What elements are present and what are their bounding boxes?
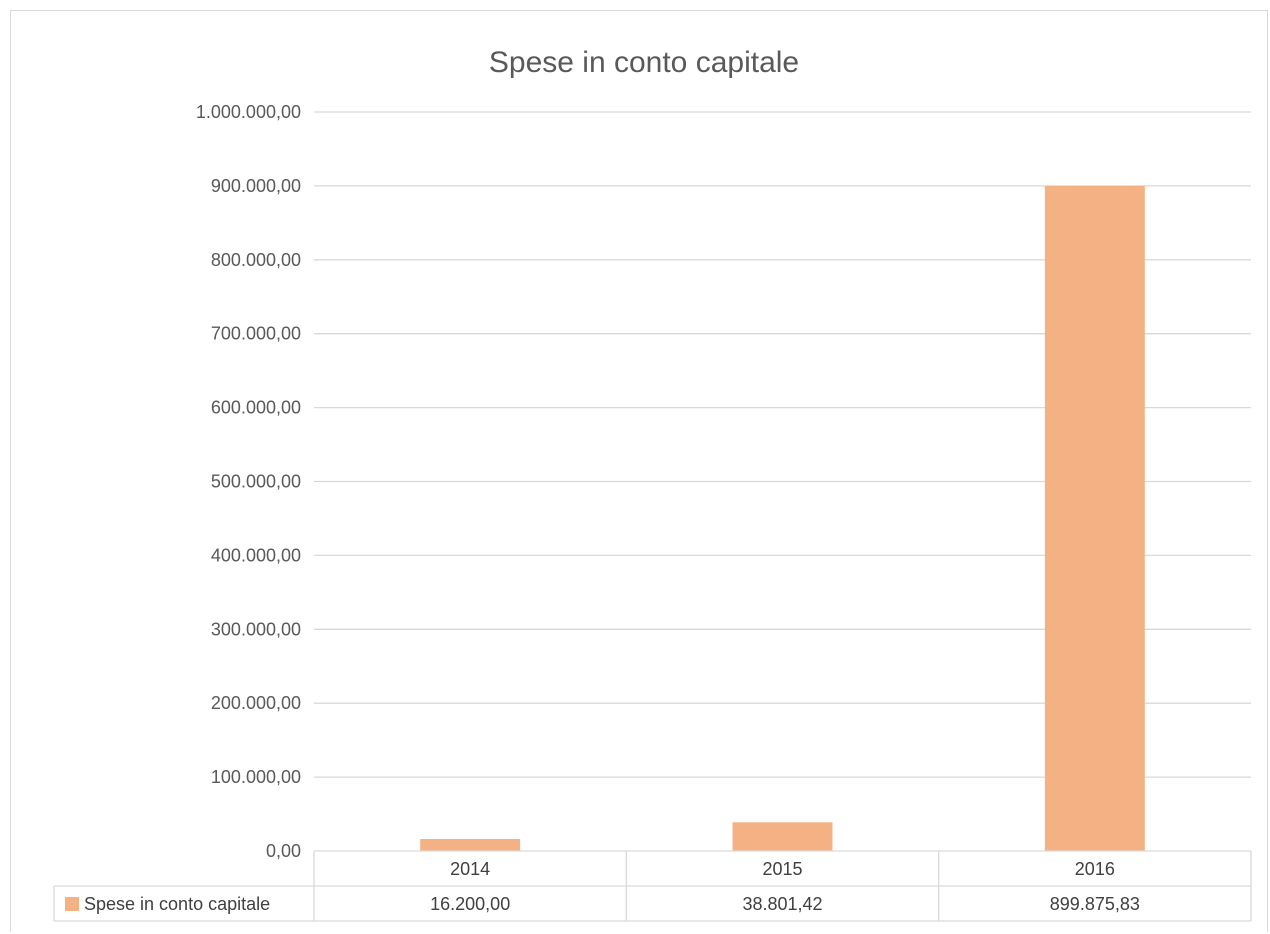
table-value-cell: 38.801,42 [742, 894, 822, 914]
bar-2016 [1044, 185, 1145, 851]
chart-title: Spese in conto capitale [489, 46, 799, 79]
y-tick-label: 300.000,00 [211, 619, 301, 639]
bar-2015 [732, 822, 833, 851]
bars [420, 185, 1145, 851]
y-tick-label: 900.000,00 [211, 176, 301, 196]
data-table: 2014 16.200,00 2015 38.801,42 2016 899.875,83… [53, 850, 1252, 922]
table-value-cell: 16.200,00 [430, 894, 510, 914]
bar-2014 [420, 839, 521, 851]
category-label: 2015 [762, 859, 802, 879]
legend-series-name: Spese in conto capitale [84, 894, 270, 914]
y-tick-label: 400.000,00 [211, 545, 301, 565]
gridlines [314, 111, 1251, 778]
y-tick-label: 200.000,00 [211, 693, 301, 713]
category-label: 2016 [1075, 859, 1115, 879]
y-tick-label: 600.000,00 [211, 398, 301, 418]
y-tick-label: 1.000.000,00 [196, 102, 301, 122]
y-tick-label: 0,00 [266, 841, 301, 861]
y-tick-label: 500.000,00 [211, 472, 301, 492]
y-tick-label: 100.000,00 [211, 767, 301, 787]
legend-swatch [65, 897, 79, 911]
y-axis-tick-labels: 0,00 100.000,00 200.000,00 300.000,00 400.00… [196, 102, 301, 861]
table-value-cell: 899.875,83 [1050, 894, 1140, 914]
category-label: 2014 [450, 859, 490, 879]
y-tick-label: 700.000,00 [211, 324, 301, 344]
y-tick-label: 800.000,00 [211, 250, 301, 270]
